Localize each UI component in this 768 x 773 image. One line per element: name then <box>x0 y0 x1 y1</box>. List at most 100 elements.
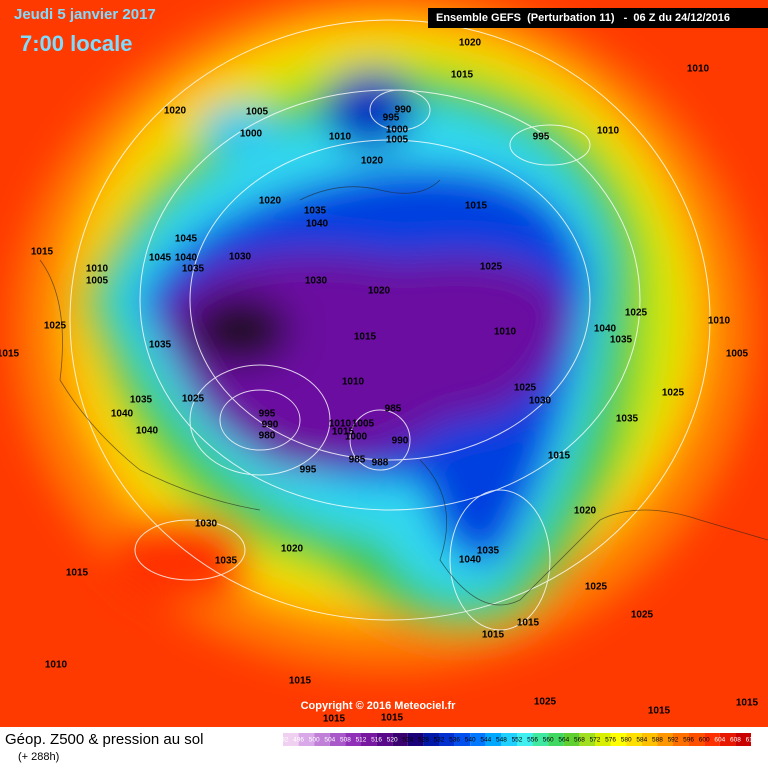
isobar-label: 1015 <box>0 349 20 360</box>
colorbar-tick: 600 <box>699 737 710 744</box>
colorbar-tick: 544 <box>480 737 491 744</box>
isobar-label: 1045 <box>149 253 172 264</box>
colorbar-swatch <box>626 733 642 746</box>
isobar-label: 1020 <box>164 106 187 117</box>
field <box>14 0 754 670</box>
colorbar-swatch <box>470 733 486 746</box>
isobar-label: 1030 <box>305 276 328 287</box>
isobar-label: 1015 <box>451 70 474 81</box>
colorbar-swatch <box>688 733 705 746</box>
isobar-label: 1035 <box>477 546 500 557</box>
colorbar-tick: 596 <box>683 737 694 744</box>
isobar-label: 1020 <box>361 156 384 167</box>
colorbar-tick: 556 <box>527 737 538 744</box>
colorbar-swatch <box>548 733 564 746</box>
colorbar-swatch <box>517 733 533 746</box>
isobar-label: 1015 <box>517 618 540 629</box>
isobar-label: 1030 <box>229 252 252 263</box>
colorbar-swatch <box>579 733 595 746</box>
model-box <box>428 8 768 28</box>
isobar-label: 1005 <box>352 419 375 430</box>
colorbar-tick: 552 <box>512 737 523 744</box>
colorbar-tick: 548 <box>496 737 507 744</box>
colorbar-swatch <box>314 733 330 746</box>
colorbar-swatch <box>439 733 455 746</box>
isobar-label: 1010 <box>708 316 731 327</box>
colorbar-tick: 608 <box>730 737 741 744</box>
isobar-label: 995 <box>259 409 276 420</box>
colorbar-swatch <box>501 733 517 746</box>
colorbar-swatch <box>563 733 580 746</box>
colorbar-tick: 512 <box>356 737 367 744</box>
isobar-label: 1005 <box>86 276 109 287</box>
isobar-label: 985 <box>385 404 402 415</box>
time: 7:00 locale <box>20 31 133 56</box>
isobar-label: 1015 <box>332 427 355 438</box>
isobar-label: 995 <box>533 132 550 143</box>
isobar-label: 1010 <box>494 327 517 338</box>
colorbar-swatch <box>532 733 549 746</box>
colorbar-swatch <box>376 733 393 746</box>
isobar-label: 1015 <box>482 630 505 641</box>
colorbar-tick: 496 <box>293 737 304 744</box>
colorbar-swatch <box>392 733 408 746</box>
isobar-label: 1040 <box>111 409 134 420</box>
colorbar-swatch <box>610 733 627 746</box>
isobar-label: 995 <box>300 465 317 476</box>
colorbar-swatch <box>704 733 720 746</box>
colorbar-swatch <box>595 733 611 746</box>
footer-lead: (+ 288h) <box>18 751 59 763</box>
isobar-label: 1020 <box>574 506 597 517</box>
isobar-label: 1010 <box>45 660 68 671</box>
isobar-label: 1010 <box>329 419 352 430</box>
colorbar-tick: 540 <box>465 737 476 744</box>
colorbar-tick: 520 <box>387 737 398 744</box>
isobar-label: 1020 <box>281 544 304 555</box>
colorbar-swatch <box>641 733 658 746</box>
colorbar-tick: 508 <box>340 737 351 744</box>
colorbar-tick: 516 <box>371 737 382 744</box>
isobar-label: 1005 <box>726 349 749 360</box>
isobar-label: 1015 <box>548 451 571 462</box>
isobar-label: 1040 <box>175 253 198 264</box>
isobar-label: 1020 <box>259 196 282 207</box>
colorbar-swatch <box>298 733 315 746</box>
colorbar-swatch <box>657 733 673 746</box>
isobar-label: 990 <box>395 105 412 116</box>
isobars <box>69 19 711 631</box>
colorbar-tick: 524 <box>402 737 413 744</box>
isobar-label: 1025 <box>631 610 654 621</box>
colorbar-swatch <box>735 733 751 746</box>
isobar-label: 1025 <box>182 394 205 405</box>
colorbar-tick: 500 <box>309 737 320 744</box>
isobar-label: 1010 <box>597 126 620 137</box>
isobar-label: 1025 <box>585 582 608 593</box>
isobar-label: 1040 <box>136 426 159 437</box>
isobar-label: 985 <box>349 455 366 466</box>
isobar-label: 1000 <box>240 129 263 140</box>
colorbar-swatch <box>454 733 471 746</box>
isobar-label: 1015 <box>354 332 377 343</box>
isobar-label: 1040 <box>594 324 617 335</box>
colorbar: 492 496 500 504 508 512 516 520 524 528 532 536 540 5… <box>278 733 757 746</box>
footer-title: Géop. Z500 & pression au sol <box>5 731 203 748</box>
isobar-label: 1015 <box>66 568 89 579</box>
isobar-label: 990 <box>392 436 409 447</box>
colorbar-tick: 532 <box>434 737 445 744</box>
colorbar-swatch <box>407 733 424 746</box>
colorbar-tick: 564 <box>558 737 569 744</box>
isobar-label: 1015 <box>289 676 312 687</box>
colorbar-swatch <box>719 733 736 746</box>
colorbar-swatch <box>673 733 689 746</box>
colorbar-swatch <box>329 733 346 746</box>
colorbar-swatch <box>345 733 361 746</box>
colorbar-swatch <box>361 733 377 746</box>
colorbar-tick: 492 <box>278 737 289 744</box>
isobar-label: 1035 <box>304 206 327 217</box>
colorbar-tick: 584 <box>636 737 647 744</box>
model: Ensemble GEFS (Perturbation 11) - 06 Z d… <box>436 12 730 24</box>
isobar-label: 1005 <box>246 107 269 118</box>
isobar-label: 1025 <box>534 697 557 708</box>
